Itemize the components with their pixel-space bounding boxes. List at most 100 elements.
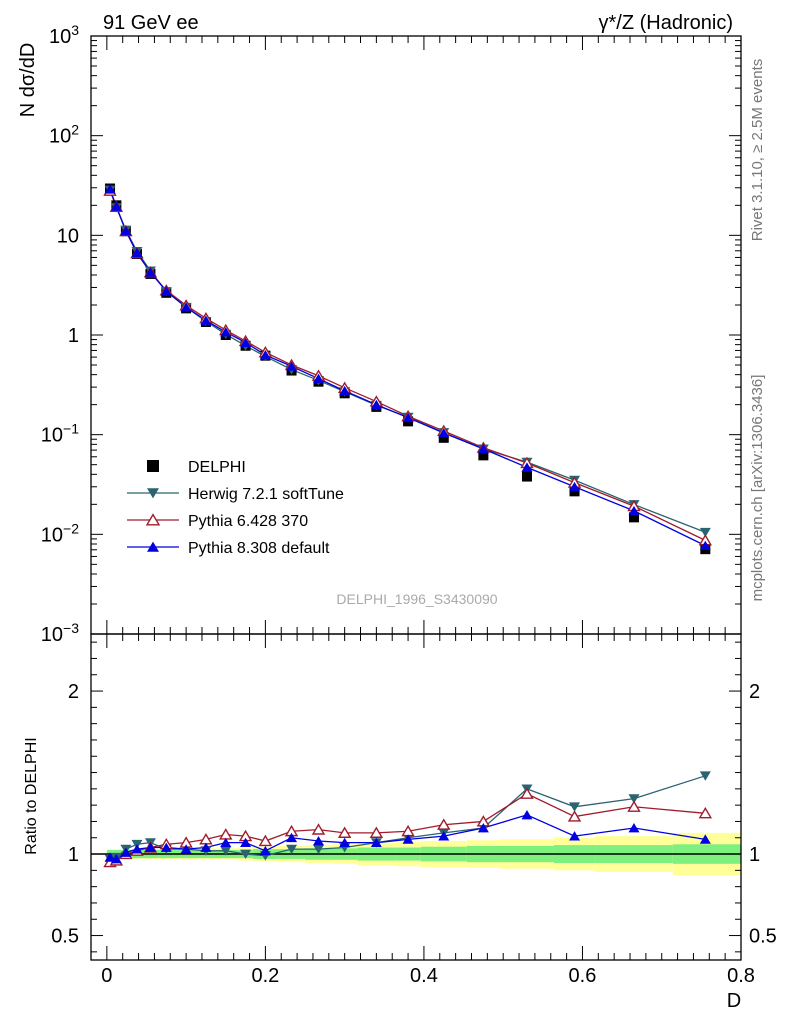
series-line xyxy=(109,189,706,547)
ratio-series-group xyxy=(103,771,713,868)
ratio-point xyxy=(628,794,640,804)
legend-label: DELPHI xyxy=(188,459,246,476)
data-point xyxy=(339,385,351,396)
ratio-point xyxy=(104,852,116,862)
y-tick-label: 102 xyxy=(49,122,79,148)
y-tick-label: 10−3 xyxy=(41,620,79,646)
ratio-point xyxy=(286,832,298,843)
data-point xyxy=(180,302,192,312)
ratio-y-tick-label: 1 xyxy=(68,844,79,866)
ratio-point xyxy=(567,810,582,822)
data-point xyxy=(286,361,298,371)
data-point xyxy=(521,462,533,472)
data-point xyxy=(438,428,450,438)
ratio-y-tick-label-right: 0.5 xyxy=(749,926,777,948)
ratio-point xyxy=(477,823,489,833)
ratio-point xyxy=(521,809,533,820)
mcplots-label: mcplots.cern.ch [arXiv:1306.3436] xyxy=(749,375,766,602)
ratio-point xyxy=(369,826,384,838)
y-tick-label: 10 xyxy=(57,225,79,247)
ratio-ylabel: Ratio to DELPHI xyxy=(23,737,40,854)
x-tick-label: 0.8 xyxy=(727,965,755,987)
main-ylabel: N dσ/dD xyxy=(17,43,39,118)
header-left: 91 GeV ee xyxy=(103,12,199,34)
data-point xyxy=(120,225,132,236)
ratio-point xyxy=(180,844,192,854)
ratio-point xyxy=(627,800,641,812)
data-point xyxy=(370,399,382,410)
data-point xyxy=(438,432,449,443)
data-point xyxy=(699,540,711,551)
y-tick-label: 10−2 xyxy=(41,520,79,546)
ratio-point xyxy=(438,831,450,841)
data-point xyxy=(628,512,639,523)
x-tick-label: 0.6 xyxy=(569,965,597,987)
data-point xyxy=(477,443,489,454)
ratio-point xyxy=(110,853,122,864)
data-point xyxy=(521,471,532,482)
data-point xyxy=(313,373,324,384)
series-line xyxy=(109,189,706,533)
ratio-point xyxy=(240,849,252,859)
ratio-point xyxy=(286,844,298,855)
data-point xyxy=(259,350,271,360)
data-point xyxy=(699,527,711,538)
ratio-y-tick-label-right: 1 xyxy=(749,844,760,866)
ratio-point xyxy=(220,837,232,848)
ratio-point xyxy=(339,837,351,848)
x-axis-label: D xyxy=(727,990,741,1012)
data-point xyxy=(569,486,580,497)
y-tick-label: 1 xyxy=(68,325,79,347)
legend-marker xyxy=(147,488,159,499)
ratio-point xyxy=(199,833,213,845)
ratio-point xyxy=(699,771,711,781)
data-point xyxy=(110,201,122,211)
legend-label: Pythia 8.308 default xyxy=(188,540,330,557)
ratio-point xyxy=(311,823,326,835)
ratio-point xyxy=(699,834,711,844)
legend-label: Pythia 6.428 370 xyxy=(188,513,308,530)
ratio-y-tick-label: 0.5 xyxy=(51,926,79,948)
data-point xyxy=(220,327,232,337)
data-point xyxy=(144,267,156,277)
data-point xyxy=(402,412,414,423)
analysis-watermark: DELPHI_1996_S3430090 xyxy=(336,591,497,607)
legend-marker xyxy=(147,460,159,472)
data-point xyxy=(104,184,116,194)
ratio-point xyxy=(259,845,271,856)
data-point xyxy=(240,337,252,347)
data-point xyxy=(160,286,172,296)
ratio-point xyxy=(313,844,324,855)
ratio-point xyxy=(240,837,252,848)
ratio-y-tick-label-right: 2 xyxy=(749,681,760,703)
ratio-point xyxy=(160,842,172,852)
data-point xyxy=(131,247,143,258)
x-tick-label: 0.2 xyxy=(251,965,279,987)
data-point xyxy=(200,315,212,325)
data-point xyxy=(569,481,581,492)
y-tick-label: 103 xyxy=(49,22,79,48)
ratio-point xyxy=(569,831,581,841)
x-tick-label: 0.4 xyxy=(410,965,438,987)
ratio-point xyxy=(120,847,132,857)
ratio-point xyxy=(437,818,451,830)
ratio-point xyxy=(131,844,143,854)
ratio-point xyxy=(144,842,156,852)
ratio-point xyxy=(220,846,232,856)
ratio-frame xyxy=(90,633,742,961)
ratio-y-tick-label: 2 xyxy=(68,681,79,703)
header-right: γ*/Z (Hadronic) xyxy=(599,12,733,34)
ratio-point xyxy=(569,802,581,812)
ratio-point xyxy=(337,826,352,838)
x-tick-label: 0 xyxy=(101,965,112,987)
y-tick-label: 10−1 xyxy=(41,421,79,447)
ratio-point xyxy=(370,837,382,848)
ratio-point xyxy=(313,836,324,846)
rivet-label: Rivet 3.1.10, ≥ 2.5M events xyxy=(749,59,766,242)
data-point xyxy=(478,450,489,461)
legend: DELPHI Herwig 7.2.1 softTune Pythia 6.428 … xyxy=(127,459,344,557)
legend-label: Herwig 7.2.1 softTune xyxy=(188,486,344,503)
ratio-line xyxy=(109,775,706,860)
